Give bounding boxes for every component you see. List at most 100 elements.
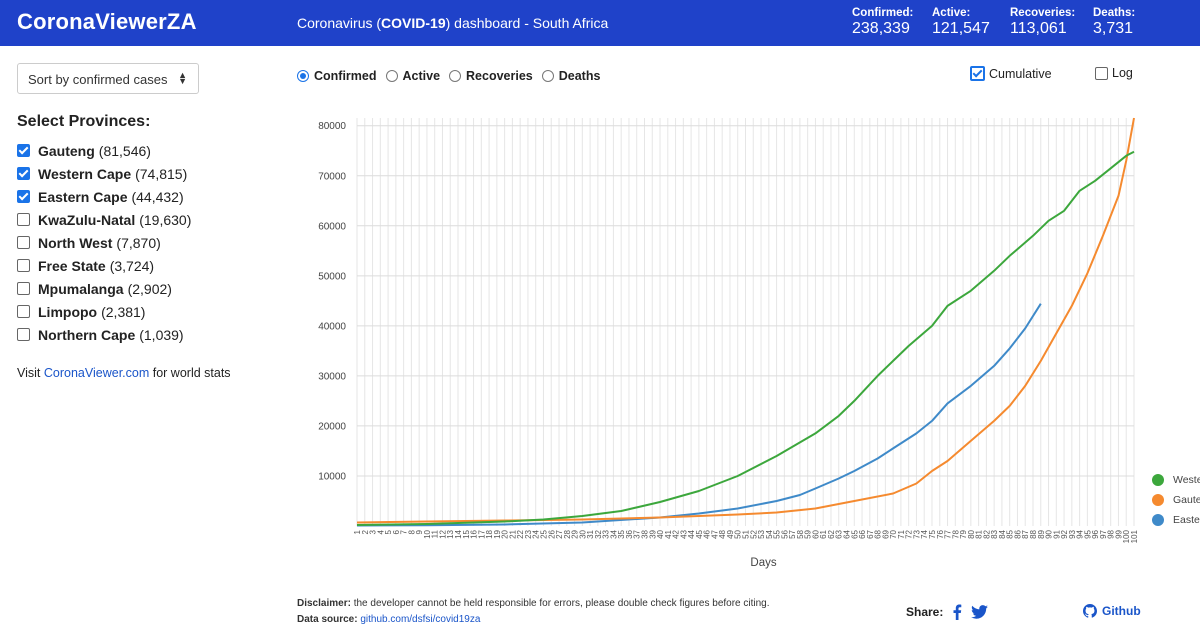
data-source: Data source: github.com/dsfsi/covid19za xyxy=(297,614,481,625)
province-checkbox-kwazulu-natal[interactable] xyxy=(17,213,30,226)
log-toggle[interactable]: Log xyxy=(1095,66,1133,80)
x-tick-label: 79 xyxy=(959,529,968,538)
facebook-icon[interactable] xyxy=(952,604,962,620)
brand-title[interactable]: CoronaViewerZA xyxy=(17,9,197,34)
x-tick-label: 58 xyxy=(796,529,805,538)
x-tick-label: 80 xyxy=(967,529,976,538)
province-item-mpumalanga[interactable]: Mpumalanga (2,902) xyxy=(17,277,191,300)
radio-confirmed[interactable]: Confirmed xyxy=(297,69,377,83)
x-tick-label: 71 xyxy=(897,529,906,538)
province-checkbox-limpopo[interactable] xyxy=(17,305,30,318)
radio-recoveries[interactable]: Recoveries xyxy=(449,69,533,83)
metric-radio-group: Confirmed Active Recoveries Deaths xyxy=(297,69,609,83)
x-tick-label: 73 xyxy=(912,529,921,538)
stat-active: Active: 121,547 xyxy=(932,7,990,37)
coronaviewer-link[interactable]: CoronaViewer.com xyxy=(43,366,150,380)
province-checkbox-gauteng[interactable] xyxy=(17,144,30,157)
province-item-western-cape[interactable]: Western Cape (74,815) xyxy=(17,162,191,185)
x-tick-label: 6 xyxy=(392,529,401,534)
x-tick-label: 8 xyxy=(407,529,416,534)
x-tick-label: 46 xyxy=(703,529,712,538)
x-tick-label: 66 xyxy=(858,529,867,538)
province-item-north-west[interactable]: North West (7,870) xyxy=(17,231,191,254)
radio-deaths-dot[interactable] xyxy=(541,70,554,82)
legend-dot-western-cape xyxy=(1152,474,1164,486)
province-checkbox-mpumalanga[interactable] xyxy=(17,282,30,295)
province-checkbox-north-west[interactable] xyxy=(17,236,30,249)
x-axis-label: Days xyxy=(750,557,776,569)
twitter-icon[interactable] xyxy=(971,605,989,619)
x-tick-label: 35 xyxy=(617,529,626,538)
province-list: Gauteng (81,546) Western Cape (74,815) Eas… xyxy=(17,139,191,346)
x-tick-label: 69 xyxy=(881,529,890,538)
x-tick-label: 98 xyxy=(1107,529,1116,538)
x-tick-label: 31 xyxy=(586,529,595,538)
chart-legend: Western Cape Gauteng Eastern Cape xyxy=(1152,470,1200,530)
province-item-eastern-cape[interactable]: Eastern Cape (44,432) xyxy=(17,185,191,208)
x-tick-label: 51 xyxy=(742,529,751,538)
x-tick-label: 75 xyxy=(928,529,937,538)
province-item-kwazulu-natal[interactable]: KwaZulu-Natal (19,630) xyxy=(17,208,191,231)
radio-active-dot[interactable] xyxy=(385,70,398,82)
province-checkbox-eastern-cape[interactable] xyxy=(17,190,30,203)
province-checkbox-northern-cape[interactable] xyxy=(17,328,30,341)
radio-confirmed-dot[interactable] xyxy=(297,70,309,82)
top-header: CoronaViewerZA Coronavirus (COVID-19) da… xyxy=(0,0,1200,46)
province-item-gauteng[interactable]: Gauteng (81,546) xyxy=(17,139,191,162)
x-tick-label: 38 xyxy=(640,529,649,538)
x-tick-label: 4 xyxy=(376,529,385,534)
github-icon xyxy=(1083,604,1097,618)
x-tick-label: 24 xyxy=(532,529,541,538)
x-tick-label: 32 xyxy=(594,529,603,538)
radio-recoveries-dot[interactable] xyxy=(449,70,462,82)
y-tick-label: 60000 xyxy=(318,221,346,232)
x-tick-label: 36 xyxy=(625,529,634,538)
provinces-title: Select Provinces: xyxy=(17,113,151,130)
cumulative-checkbox[interactable] xyxy=(970,66,985,81)
x-tick-label: 27 xyxy=(555,529,564,538)
x-tick-label: 7 xyxy=(400,529,409,534)
y-tick-label: 40000 xyxy=(318,321,346,332)
legend-dot-gauteng xyxy=(1152,494,1164,506)
sort-select[interactable]: Sort by confirmed cases ▲ ▼ xyxy=(17,63,199,94)
x-tick-label: 52 xyxy=(749,529,758,538)
legend-item-western-cape[interactable]: Western Cape xyxy=(1152,470,1200,490)
y-tick-label: 10000 xyxy=(318,471,346,482)
legend-item-gauteng[interactable]: Gauteng xyxy=(1152,490,1200,510)
x-tick-label: 45 xyxy=(695,529,704,538)
stat-deaths: Deaths: 3,731 xyxy=(1093,7,1136,37)
x-tick-label: 49 xyxy=(726,529,735,538)
x-tick-label: 40 xyxy=(656,529,665,538)
x-tick-label: 88 xyxy=(1029,529,1038,538)
radio-deaths[interactable]: Deaths xyxy=(541,69,600,83)
stat-recoveries: Recoveries: 113,061 xyxy=(1010,7,1076,37)
province-checkbox-western-cape[interactable] xyxy=(17,167,30,180)
cumulative-toggle[interactable]: Cumulative xyxy=(970,66,1052,81)
x-tick-label: 39 xyxy=(648,529,657,538)
x-tick-label: 30 xyxy=(578,529,587,538)
github-link[interactable]: Github xyxy=(1083,604,1141,618)
province-item-limpopo[interactable]: Limpopo (2,381) xyxy=(17,300,191,323)
radio-active[interactable]: Active xyxy=(385,69,440,83)
series-line-gauteng xyxy=(356,117,1135,524)
legend-item-eastern-cape[interactable]: Eastern Cape xyxy=(1152,510,1200,530)
province-item-northern-cape[interactable]: Northern Cape (1,039) xyxy=(17,323,191,346)
x-tick-label: 60 xyxy=(811,529,820,538)
data-source-link[interactable]: github.com/dsfsi/covid19za xyxy=(360,614,481,625)
x-tick-label: 93 xyxy=(1068,529,1077,538)
province-item-free-state[interactable]: Free State (3,724) xyxy=(17,254,191,277)
x-tick-label: 17 xyxy=(477,529,486,538)
disclaimer: Disclaimer: the developer cannot be held… xyxy=(297,598,770,609)
x-tick-label: 68 xyxy=(874,529,883,538)
log-checkbox[interactable] xyxy=(1095,66,1108,80)
x-tick-label: 91 xyxy=(1052,529,1061,538)
cases-line-chart: 1234567891011121314151617181920212223242… xyxy=(318,117,1139,569)
x-tick-label: 11 xyxy=(431,529,440,538)
share-bar: Share: xyxy=(906,604,989,620)
x-tick-label: 41 xyxy=(664,529,673,538)
x-tick-label: 56 xyxy=(780,529,789,538)
stat-confirmed: Confirmed: 238,339 xyxy=(852,7,914,37)
province-checkbox-free-state[interactable] xyxy=(17,259,30,272)
x-tick-label: 13 xyxy=(446,529,455,538)
x-tick-label: 86 xyxy=(1013,529,1022,538)
